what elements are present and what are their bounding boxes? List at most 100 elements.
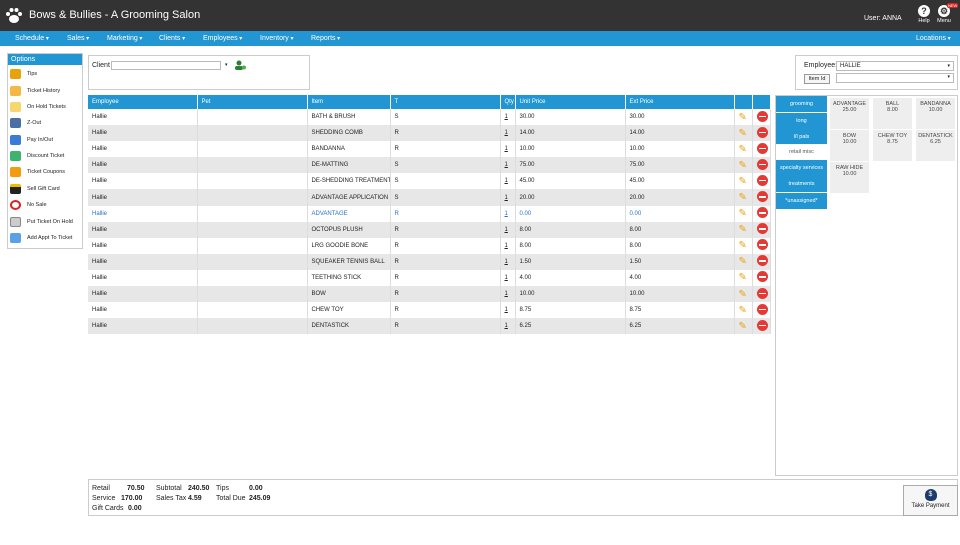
item-tile-raw-hide[interactable]: RAW HIDE 10.00 bbox=[830, 162, 869, 193]
nav-marketing[interactable]: Marketing bbox=[107, 35, 142, 42]
nav-sales[interactable]: Sales bbox=[67, 35, 89, 42]
take-payment-button[interactable]: $ Take Payment bbox=[903, 485, 958, 516]
cell-qty[interactable]: 1 bbox=[500, 318, 516, 335]
cell-qty[interactable]: 1 bbox=[500, 269, 516, 287]
cell-qty[interactable]: 1 bbox=[500, 109, 516, 126]
remove-icon[interactable] bbox=[756, 126, 768, 138]
client-select[interactable] bbox=[111, 61, 221, 70]
table-row[interactable]: Hallie ADVANTAGE R 1 0.00 0.00 ✎ bbox=[88, 205, 771, 222]
option-sell-gift-card[interactable]: Sell Gift Card bbox=[10, 182, 60, 196]
category-ll-pals[interactable]: l/l pals bbox=[776, 129, 827, 145]
employee-select[interactable]: HALLIE ▾ bbox=[836, 61, 954, 71]
option-ticket-history[interactable]: Ticket History bbox=[10, 84, 60, 98]
cell-qty[interactable]: 1 bbox=[500, 189, 516, 206]
pencil-icon[interactable]: ✎ bbox=[738, 240, 747, 252]
pencil-icon[interactable]: ✎ bbox=[738, 175, 747, 187]
cell-qty[interactable]: 1 bbox=[500, 237, 516, 254]
option-on-hold-tickets[interactable]: On Hold Tickets bbox=[10, 100, 66, 114]
option-z-out[interactable]: Z-Out bbox=[10, 116, 41, 130]
pencil-icon[interactable]: ✎ bbox=[738, 159, 747, 171]
table-row[interactable]: Hallie DE-MATTING S 1 75.00 75.00 ✎ bbox=[88, 157, 771, 174]
col-qty[interactable]: Qty bbox=[500, 95, 516, 109]
pencil-icon[interactable]: ✎ bbox=[738, 304, 747, 316]
cell-qty[interactable]: 1 bbox=[500, 253, 516, 270]
remove-icon[interactable] bbox=[756, 158, 768, 170]
pencil-icon[interactable]: ✎ bbox=[738, 320, 747, 332]
option-add-appt-to-ticket[interactable]: Add Appt To Ticket bbox=[10, 231, 72, 245]
item-id-button[interactable]: Item Id bbox=[804, 74, 830, 84]
pencil-icon[interactable]: ✎ bbox=[738, 143, 747, 155]
pencil-icon[interactable]: ✎ bbox=[738, 208, 747, 220]
help-button[interactable]: ? Help bbox=[912, 5, 936, 24]
remove-icon[interactable] bbox=[756, 174, 768, 186]
cell-qty[interactable]: 1 bbox=[500, 302, 516, 319]
category-unassigned[interactable]: *unassigned* bbox=[776, 193, 827, 209]
cell-qty[interactable]: 1 bbox=[500, 205, 516, 222]
item-tile-ball[interactable]: BALL 8.00 bbox=[873, 98, 912, 129]
nav-schedule[interactable]: Schedule bbox=[15, 35, 49, 42]
table-row[interactable]: Hallie TEETHING STICK R 1 4.00 4.00 ✎ bbox=[88, 269, 771, 287]
nav-clients[interactable]: Clients bbox=[159, 35, 185, 42]
col-unit-price[interactable]: Unit Price bbox=[515, 95, 626, 109]
remove-icon[interactable] bbox=[756, 223, 768, 235]
col-pet[interactable]: Pet bbox=[197, 95, 308, 109]
option-pay-in-out[interactable]: Pay In/Out bbox=[10, 133, 53, 147]
remove-icon[interactable] bbox=[756, 303, 768, 315]
table-row[interactable]: Hallie BOW R 1 10.00 10.00 ✎ bbox=[88, 286, 771, 303]
remove-icon[interactable] bbox=[756, 110, 768, 122]
add-client-icon[interactable] bbox=[234, 60, 246, 70]
table-row[interactable]: Hallie CHEW TOY R 1 8.75 8.75 ✎ bbox=[88, 302, 771, 319]
chevron-down-icon[interactable]: ▾ bbox=[225, 62, 228, 68]
table-row[interactable]: Hallie DENTASTICK R 1 6.25 6.25 ✎ bbox=[88, 318, 771, 335]
table-row[interactable]: Hallie LRG GOODIE BONE R 1 8.00 8.00 ✎ bbox=[88, 237, 771, 254]
remove-icon[interactable] bbox=[756, 191, 768, 203]
option-no-sale[interactable]: No Sale bbox=[10, 198, 47, 212]
table-row[interactable]: Hallie BATH & BRUSH S 1 30.00 30.00 ✎ bbox=[88, 109, 771, 126]
pencil-icon[interactable]: ✎ bbox=[738, 272, 747, 284]
nav-locations[interactable]: Locations bbox=[916, 35, 951, 42]
table-row[interactable]: Hallie BANDANNA R 1 10.00 10.00 ✎ bbox=[88, 141, 771, 158]
remove-icon[interactable] bbox=[756, 142, 768, 154]
table-row[interactable]: Hallie ADVANTAGE APPLICATION S 1 20.00 20.00 ✎ bbox=[88, 189, 771, 206]
col-item[interactable]: Item bbox=[307, 95, 391, 109]
col-employee[interactable]: Employee bbox=[88, 95, 198, 109]
cell-qty[interactable]: 1 bbox=[500, 286, 516, 303]
remove-icon[interactable] bbox=[756, 271, 768, 283]
remove-icon[interactable] bbox=[756, 287, 768, 299]
item-tile-dentastick[interactable]: DENTASTICK 6.25 bbox=[916, 130, 955, 161]
pencil-icon[interactable]: ✎ bbox=[738, 111, 747, 123]
nav-reports[interactable]: Reports bbox=[311, 35, 340, 42]
pencil-icon[interactable]: ✎ bbox=[738, 192, 747, 204]
item-tile-advantage[interactable]: ADVANTAGE 25.00 bbox=[830, 98, 869, 129]
cell-qty[interactable]: 1 bbox=[500, 221, 516, 238]
category-grooming[interactable]: grooming bbox=[776, 96, 827, 112]
option-put-ticket-on-hold[interactable]: Put Ticket On Hold bbox=[10, 215, 73, 229]
remove-icon[interactable] bbox=[756, 255, 768, 267]
option-tips[interactable]: Tips bbox=[10, 67, 37, 81]
category-retail-misc[interactable]: retail misc bbox=[776, 144, 827, 160]
table-row[interactable]: Hallie SQUEAKER TENNIS BALL R 1 1.50 1.50 ✎ bbox=[88, 253, 771, 270]
pencil-icon[interactable]: ✎ bbox=[738, 127, 747, 139]
table-row[interactable]: Hallie DE-SHEDDING TREATMENT S 1 45.00 45.00 ✎ bbox=[88, 173, 771, 190]
cell-qty[interactable]: 1 bbox=[500, 141, 516, 158]
col-ext-price[interactable]: Ext Price bbox=[625, 95, 735, 109]
remove-icon[interactable] bbox=[756, 239, 768, 251]
category-treatments[interactable]: treatments bbox=[776, 176, 827, 192]
pencil-icon[interactable]: ✎ bbox=[738, 256, 747, 268]
pencil-icon[interactable]: ✎ bbox=[738, 288, 747, 300]
pencil-icon[interactable]: ✎ bbox=[738, 224, 747, 236]
cell-qty[interactable]: 1 bbox=[500, 125, 516, 142]
cell-qty[interactable]: 1 bbox=[500, 157, 516, 174]
item-tile-bandanna[interactable]: BANDANNA 10.00 bbox=[916, 98, 955, 129]
category-specialty-services[interactable]: specialty services bbox=[776, 160, 827, 176]
menu-button[interactable]: ⚙ NEW Menu bbox=[932, 3, 959, 24]
nav-employees[interactable]: Employees bbox=[203, 35, 242, 42]
remove-icon[interactable] bbox=[756, 319, 768, 331]
item-tile-chew-toy[interactable]: CHEW TOY 8.75 bbox=[873, 130, 912, 161]
cell-qty[interactable]: 1 bbox=[500, 173, 516, 190]
table-row[interactable]: Hallie OCTOPUS PLUSH R 1 8.00 8.00 ✎ bbox=[88, 221, 771, 238]
category-long[interactable]: long bbox=[776, 113, 827, 129]
item-id-select[interactable]: ▾ bbox=[836, 73, 954, 83]
option-ticket-coupons[interactable]: Ticket Coupons bbox=[10, 165, 65, 179]
col-type[interactable]: T bbox=[390, 95, 501, 109]
